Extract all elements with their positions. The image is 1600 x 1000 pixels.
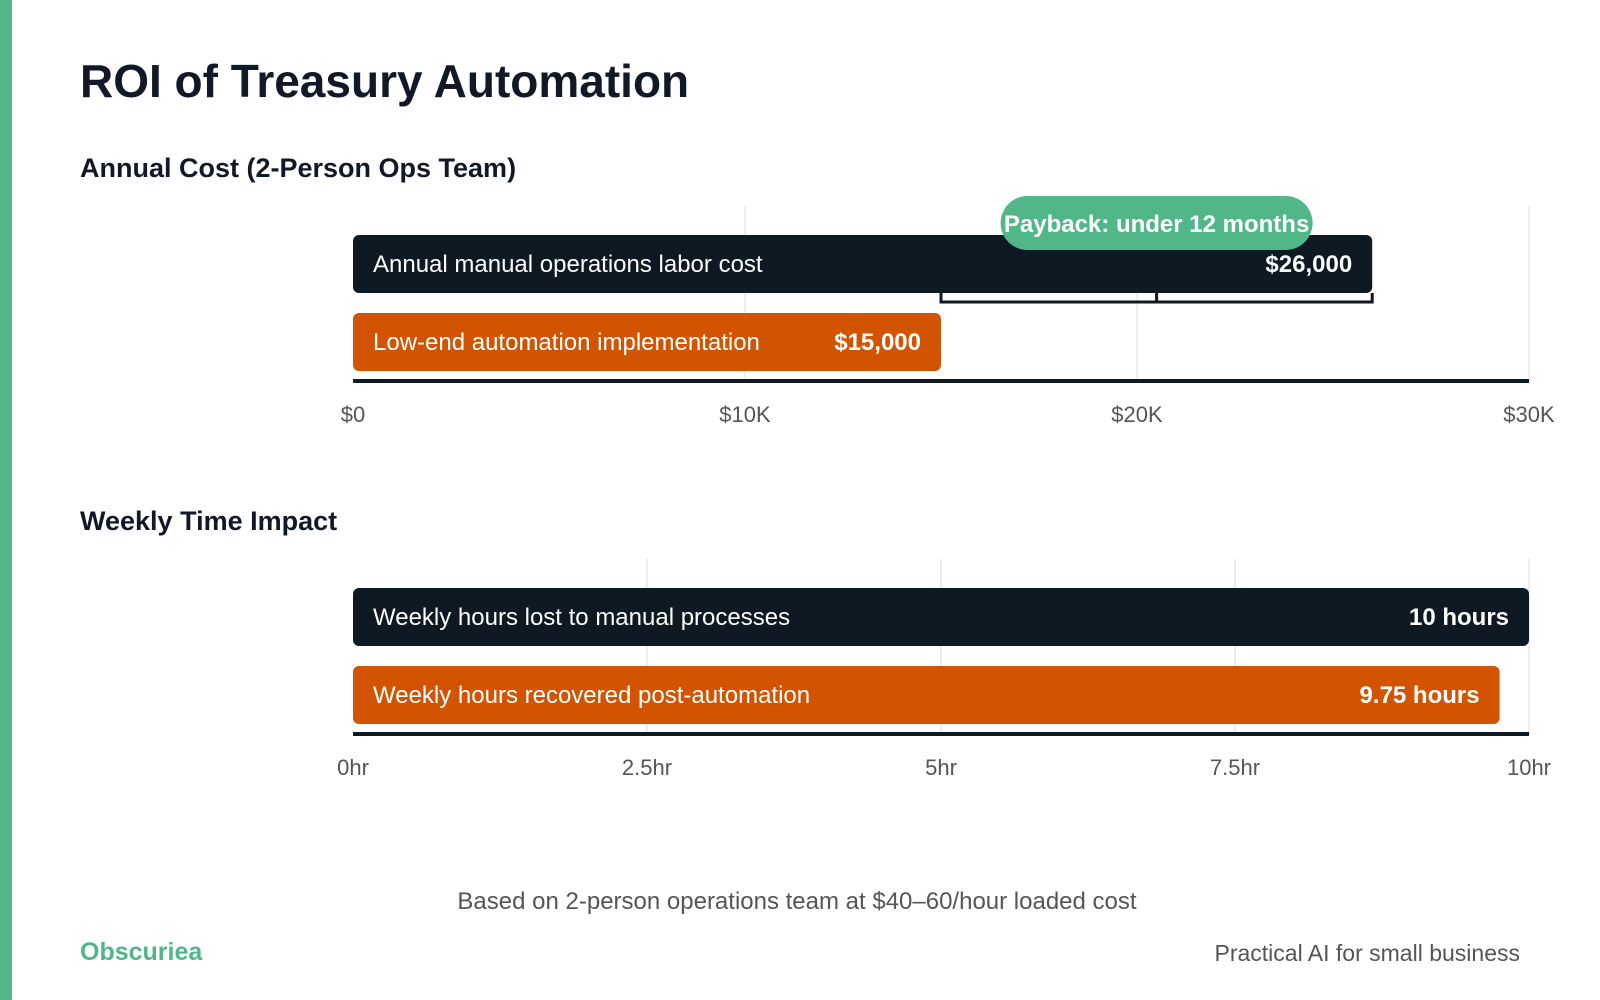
x-tick-label: $30K — [1503, 402, 1555, 427]
x-tick-label: 7.5hr — [1210, 755, 1260, 780]
footnote-text: Based on 2-person operations team at $40… — [457, 888, 1137, 915]
x-tick-label: $10K — [719, 402, 771, 427]
x-tick-label: 10hr — [1507, 755, 1551, 780]
cost-chart-title: Annual Cost (2-Person Ops Team) — [80, 153, 517, 183]
time-chart-title: Weekly Time Impact — [80, 506, 338, 536]
bar-label: Weekly hours lost to manual processes — [373, 604, 790, 631]
bar-value-label: 10 hours — [1409, 604, 1509, 631]
bar-label: Weekly hours recovered post-automation — [373, 682, 810, 709]
weekly-time-chart: 0hr 2.5hr 5hr 7.5hr 10hr Weekly hours lost to… — [337, 559, 1551, 780]
x-tick-label: 0hr — [337, 755, 369, 780]
bar — [353, 588, 1529, 646]
bar — [353, 313, 941, 371]
x-tick-label: 2.5hr — [622, 755, 672, 780]
bar-value-label: 9.75 hours — [1360, 682, 1480, 709]
brand-name: Obscuriea — [80, 938, 203, 966]
x-tick-label: $0 — [341, 402, 365, 427]
bar-label: Low-end automation implementation — [373, 329, 760, 356]
x-tick-label: 5hr — [925, 755, 957, 780]
annual-cost-chart: $0 $10K $20K $30K Annual manual operations l… — [341, 196, 1555, 427]
tagline: Practical AI for small business — [1214, 940, 1520, 966]
bar-value-label: $26,000 — [1265, 251, 1352, 278]
page-title: ROI of Treasury Automation — [80, 55, 690, 107]
bar — [353, 666, 1500, 724]
x-tick-label: $20K — [1111, 402, 1163, 427]
payback-badge — [1000, 196, 1313, 250]
bar-label: Annual manual operations labor cost — [373, 251, 763, 278]
payback-label: Payback: under 12 months — [1004, 211, 1309, 238]
accent-stripe — [0, 0, 12, 1000]
footnote: Based on 2-person operations team at $40… — [0, 888, 1600, 916]
payback-bracket — [939, 293, 1374, 304]
bar-value-label: $15,000 — [834, 329, 921, 356]
